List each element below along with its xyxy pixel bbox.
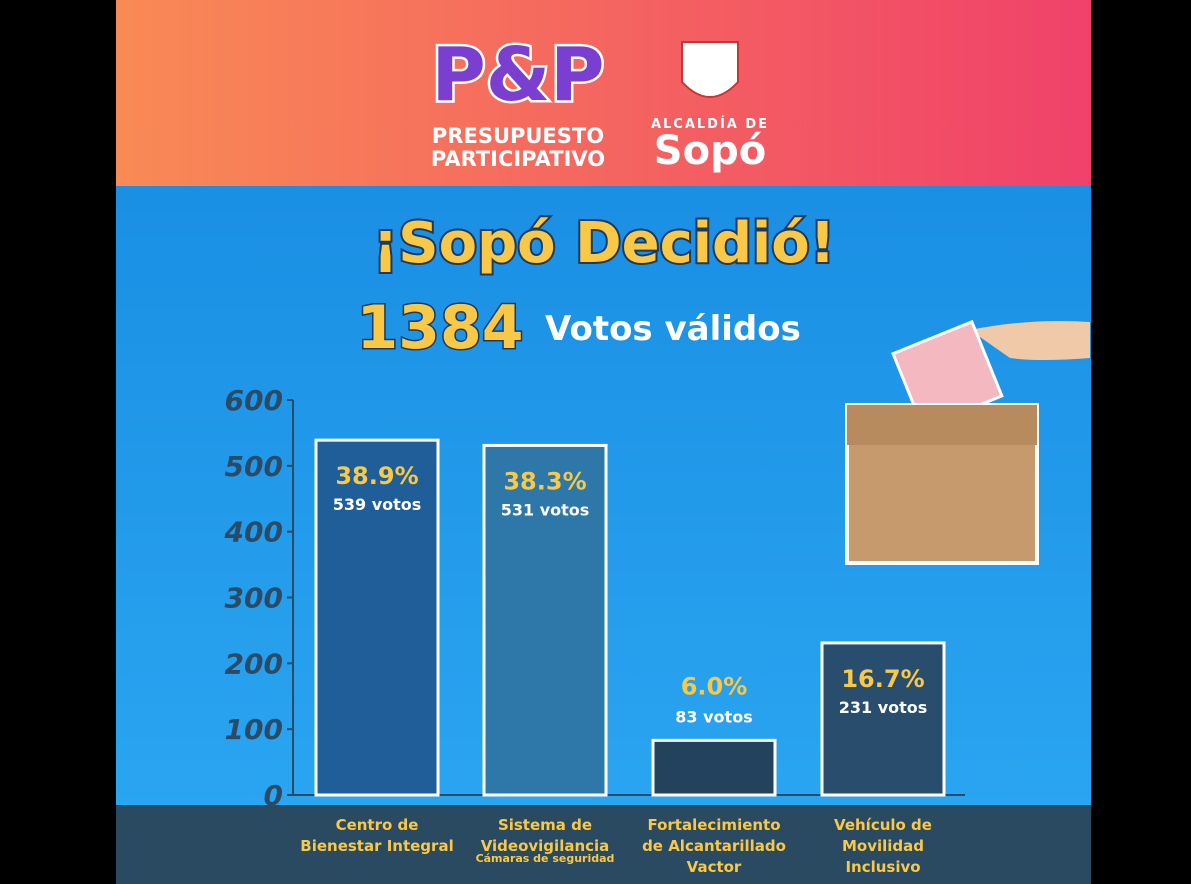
y-tick-label: 200	[225, 647, 283, 680]
y-tick-label: 100	[225, 713, 283, 746]
x-tick-label: Sistema de	[498, 816, 592, 834]
header	[116, 0, 1091, 186]
x-tick-label: Vehículo de	[834, 816, 932, 834]
y-tick-label: 0	[264, 779, 283, 812]
ballot-box	[845, 319, 1090, 565]
hand	[970, 321, 1090, 360]
value-label: 539 votos	[333, 495, 422, 514]
x-tick-label: de Alcantarillado	[642, 837, 786, 855]
total-label: Votos válidos	[545, 309, 801, 349]
y-tick-label: 400	[224, 516, 283, 549]
x-tick-label: Fortalecimiento	[647, 816, 780, 834]
bar	[314, 438, 440, 797]
x-tick-label: Videovigilancia	[481, 837, 610, 855]
bar-chart: 0 100 200 300 400 500 600 38.9% 539 votos Centro …	[224, 384, 965, 876]
logo-text: PRESUPUESTO	[432, 124, 604, 148]
x-tick-label: Centro de	[336, 816, 419, 834]
y-tick-label: 500	[225, 450, 283, 483]
bar	[482, 443, 608, 797]
value-label: 231 votos	[839, 698, 928, 717]
percent-label: 38.3%	[503, 467, 586, 495]
headline: ¡Sopó Decidió!	[373, 211, 836, 276]
logo-text: PARTICIPATIVO	[431, 147, 605, 171]
percent-label: 6.0%	[681, 672, 748, 700]
x-tick-label: Movilidad	[842, 837, 924, 855]
box-lid	[847, 405, 1037, 445]
y-tick-label: 600	[225, 384, 283, 417]
logo-mark: P&P	[431, 32, 604, 118]
percent-label: 16.7%	[841, 665, 924, 693]
x-tick-label: Inclusivo	[845, 858, 920, 876]
value-label: 531 votos	[501, 500, 590, 519]
bar	[820, 641, 946, 797]
bar	[651, 738, 777, 797]
value-label: 83 votos	[675, 707, 752, 726]
city-name: Sopó	[654, 128, 766, 174]
x-tick-label: Vactor	[687, 858, 742, 876]
percent-label: 38.9%	[335, 462, 418, 490]
category-band	[116, 805, 1091, 884]
x-tick-label: Bienestar Integral	[300, 837, 453, 855]
total-votes: 1384	[357, 293, 524, 363]
y-tick-label: 300	[225, 582, 283, 615]
coat-of-arms	[681, 41, 739, 98]
city-prefix: ALCALDÍA DE	[651, 116, 769, 132]
category-note: Cámaras de seguridad	[476, 852, 615, 865]
